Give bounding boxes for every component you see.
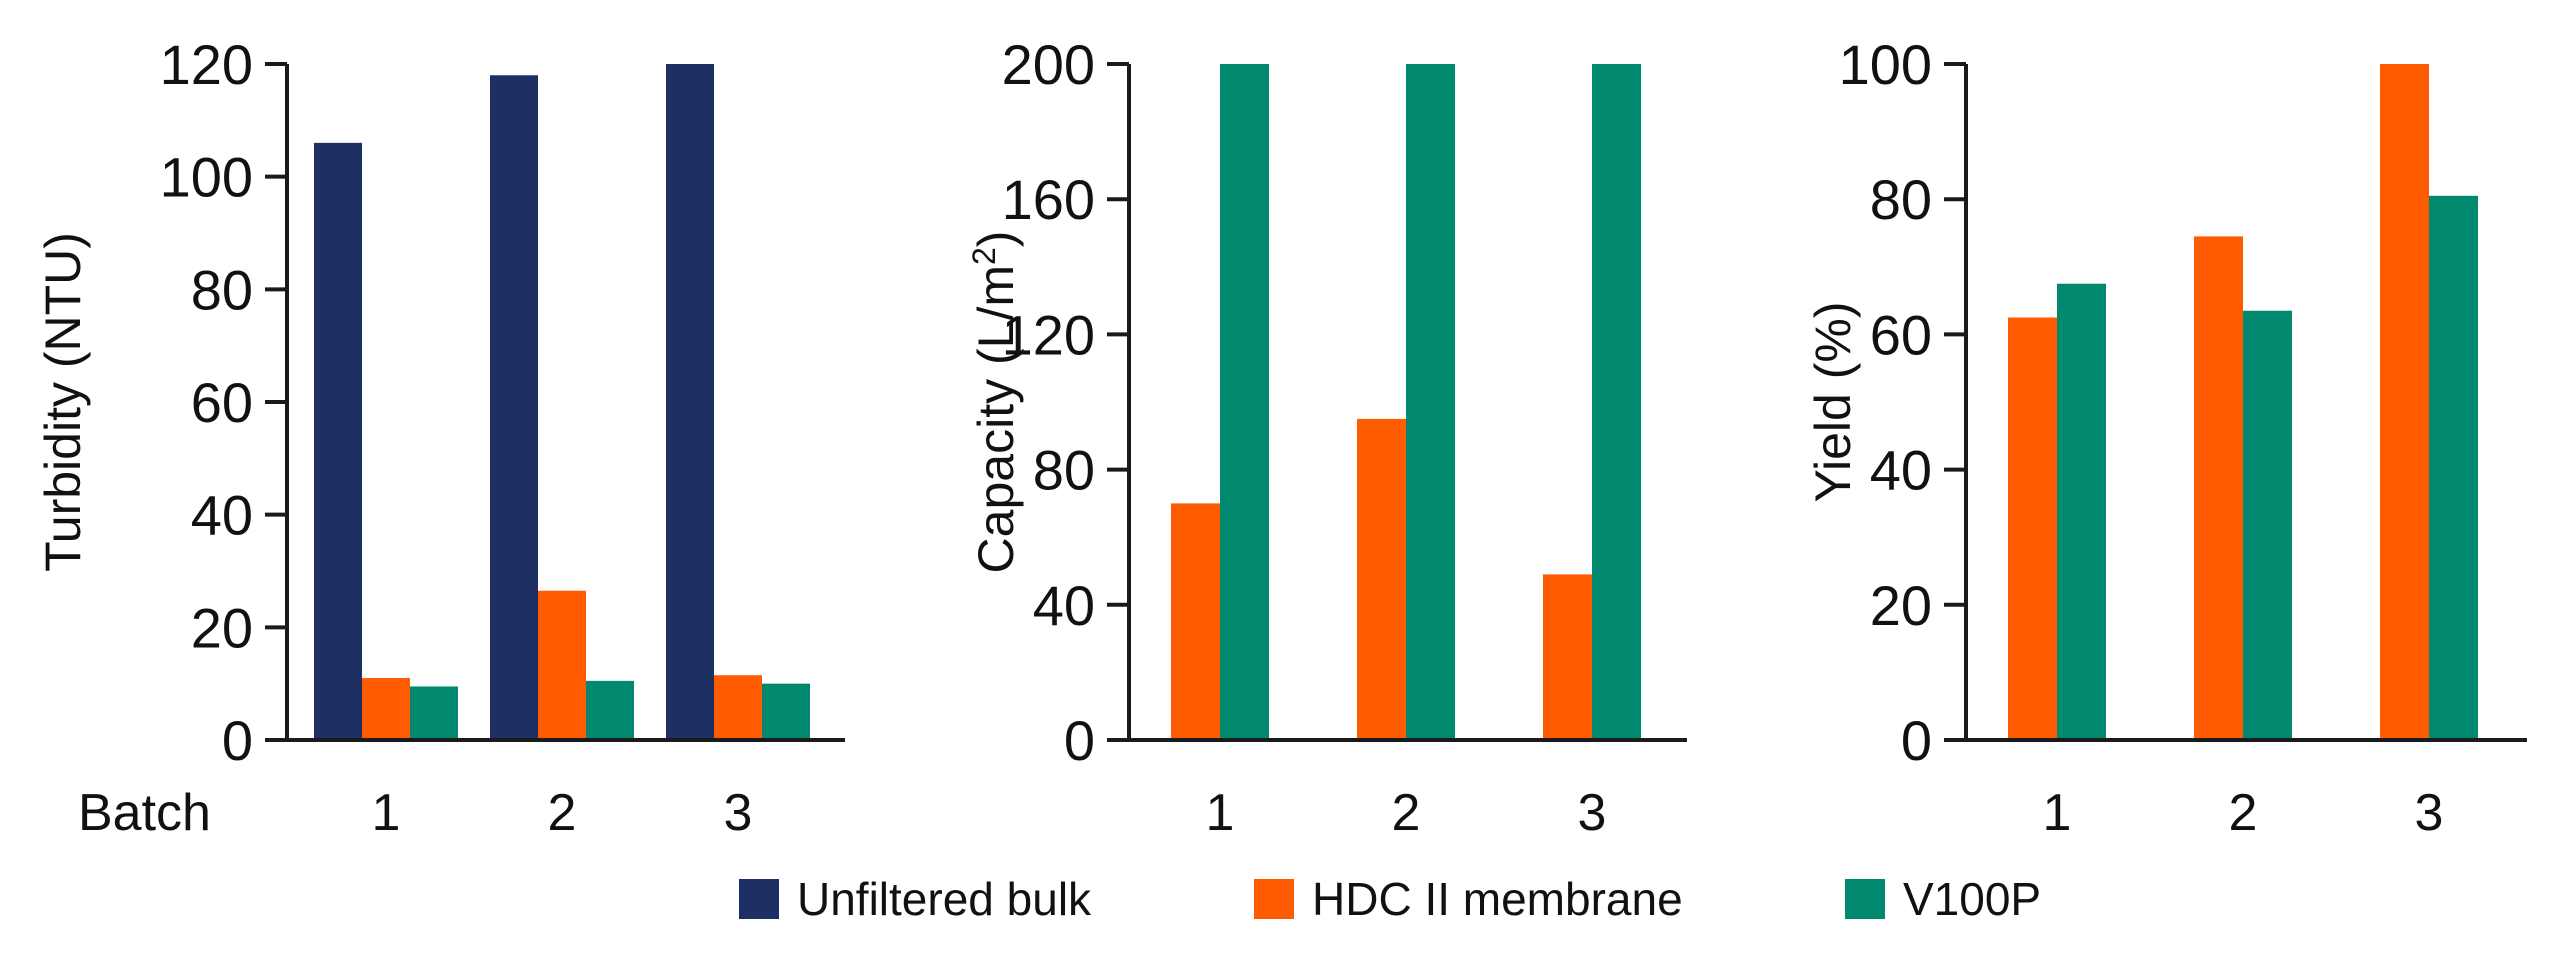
legend-swatch-unfiltered-bulk	[739, 879, 779, 919]
y-axis-label-superscript: 2	[966, 247, 1002, 265]
bar-hdc-ii-membrane-batch-2	[2194, 236, 2243, 740]
bar-unfiltered-bulk-batch-1	[314, 142, 362, 740]
y-tick-label: 0	[222, 709, 253, 772]
bar-hdc-ii-membrane-batch-2	[1357, 418, 1406, 740]
bar-hdc-ii-membrane-batch-3	[714, 675, 762, 740]
y-tick-label: 100	[160, 146, 253, 209]
y-axis-label: Yield (%)	[1805, 302, 1861, 503]
bar-hdc-ii-membrane-batch-1	[2008, 317, 2057, 740]
bar-hdc-ii-membrane-batch-1	[362, 678, 410, 740]
x-tick-label: 3	[1578, 784, 1607, 842]
bar-v100p-batch-1	[1220, 64, 1269, 740]
y-tick-label: 120	[1002, 303, 1095, 366]
bar-unfiltered-bulk-batch-2	[490, 75, 538, 741]
x-tick-label: 1	[372, 784, 401, 842]
y-axis-label: Capacity (L/m2)	[966, 231, 1024, 574]
y-tick-label: 160	[1002, 168, 1095, 231]
x-tick-label: 3	[2415, 784, 2444, 842]
legend-item-hdc-ii-membrane: HDC II membrane	[1254, 872, 1683, 926]
x-tick-label: 2	[548, 784, 577, 842]
x-tick-label: 2	[1392, 784, 1421, 842]
legend-label: V100P	[1903, 873, 2042, 925]
bar-hdc-ii-membrane-batch-3	[1543, 574, 1592, 740]
legend-swatch-v100p	[1845, 879, 1885, 919]
bar-v100p-batch-3	[762, 683, 810, 740]
y-tick-label: 20	[191, 596, 253, 659]
y-tick-label: 60	[191, 371, 253, 434]
y-tick-label: 80	[191, 258, 253, 321]
y-tick-label: 100	[1839, 33, 1932, 96]
y-tick-label: 20	[1870, 574, 1932, 637]
bar-v100p-batch-2	[586, 680, 634, 740]
x-tick-label: 1	[1206, 784, 1235, 842]
x-tick-label: 2	[2229, 784, 2258, 842]
y-tick-label: 80	[1033, 439, 1095, 502]
bar-v100p-batch-2	[2243, 310, 2292, 740]
bar-v100p-batch-1	[410, 686, 458, 740]
legend-swatch-hdc-ii-membrane	[1254, 879, 1294, 919]
bar-hdc-ii-membrane-batch-1	[1171, 503, 1220, 740]
y-tick-label: 40	[1870, 439, 1932, 502]
legend-label: HDC II membrane	[1312, 873, 1683, 925]
bar-v100p-batch-1	[2057, 283, 2106, 740]
bar-v100p-batch-3	[2429, 195, 2478, 740]
y-tick-label: 120	[160, 33, 253, 96]
y-axis-label-end: )	[968, 231, 1024, 248]
y-tick-label: 200	[1002, 33, 1095, 96]
bar-hdc-ii-membrane-batch-2	[538, 590, 586, 740]
y-axis-label: Turbidity (NTU)	[35, 232, 91, 572]
legend: Unfiltered bulk HDC II membrane V100P	[0, 872, 2575, 928]
legend-label: Unfiltered bulk	[797, 873, 1092, 925]
legend-item-unfiltered-bulk: Unfiltered bulk	[739, 872, 1091, 926]
y-tick-label: 0	[1901, 709, 1932, 772]
x-tick-label: 3	[724, 784, 753, 842]
bar-unfiltered-bulk-batch-3	[666, 64, 714, 740]
y-tick-label: 80	[1870, 168, 1932, 231]
y-tick-label: 0	[1064, 709, 1095, 772]
x-tick-label: 1	[2043, 784, 2072, 842]
bar-v100p-batch-3	[1592, 64, 1641, 740]
legend-item-v100p: V100P	[1845, 872, 2041, 926]
y-tick-label: 60	[1870, 303, 1932, 366]
x-axis-label: Batch	[78, 784, 211, 842]
bar-v100p-batch-2	[1406, 64, 1455, 740]
y-tick-label: 40	[1033, 574, 1095, 637]
bar-hdc-ii-membrane-batch-3	[2380, 64, 2429, 740]
y-tick-label: 40	[191, 484, 253, 547]
